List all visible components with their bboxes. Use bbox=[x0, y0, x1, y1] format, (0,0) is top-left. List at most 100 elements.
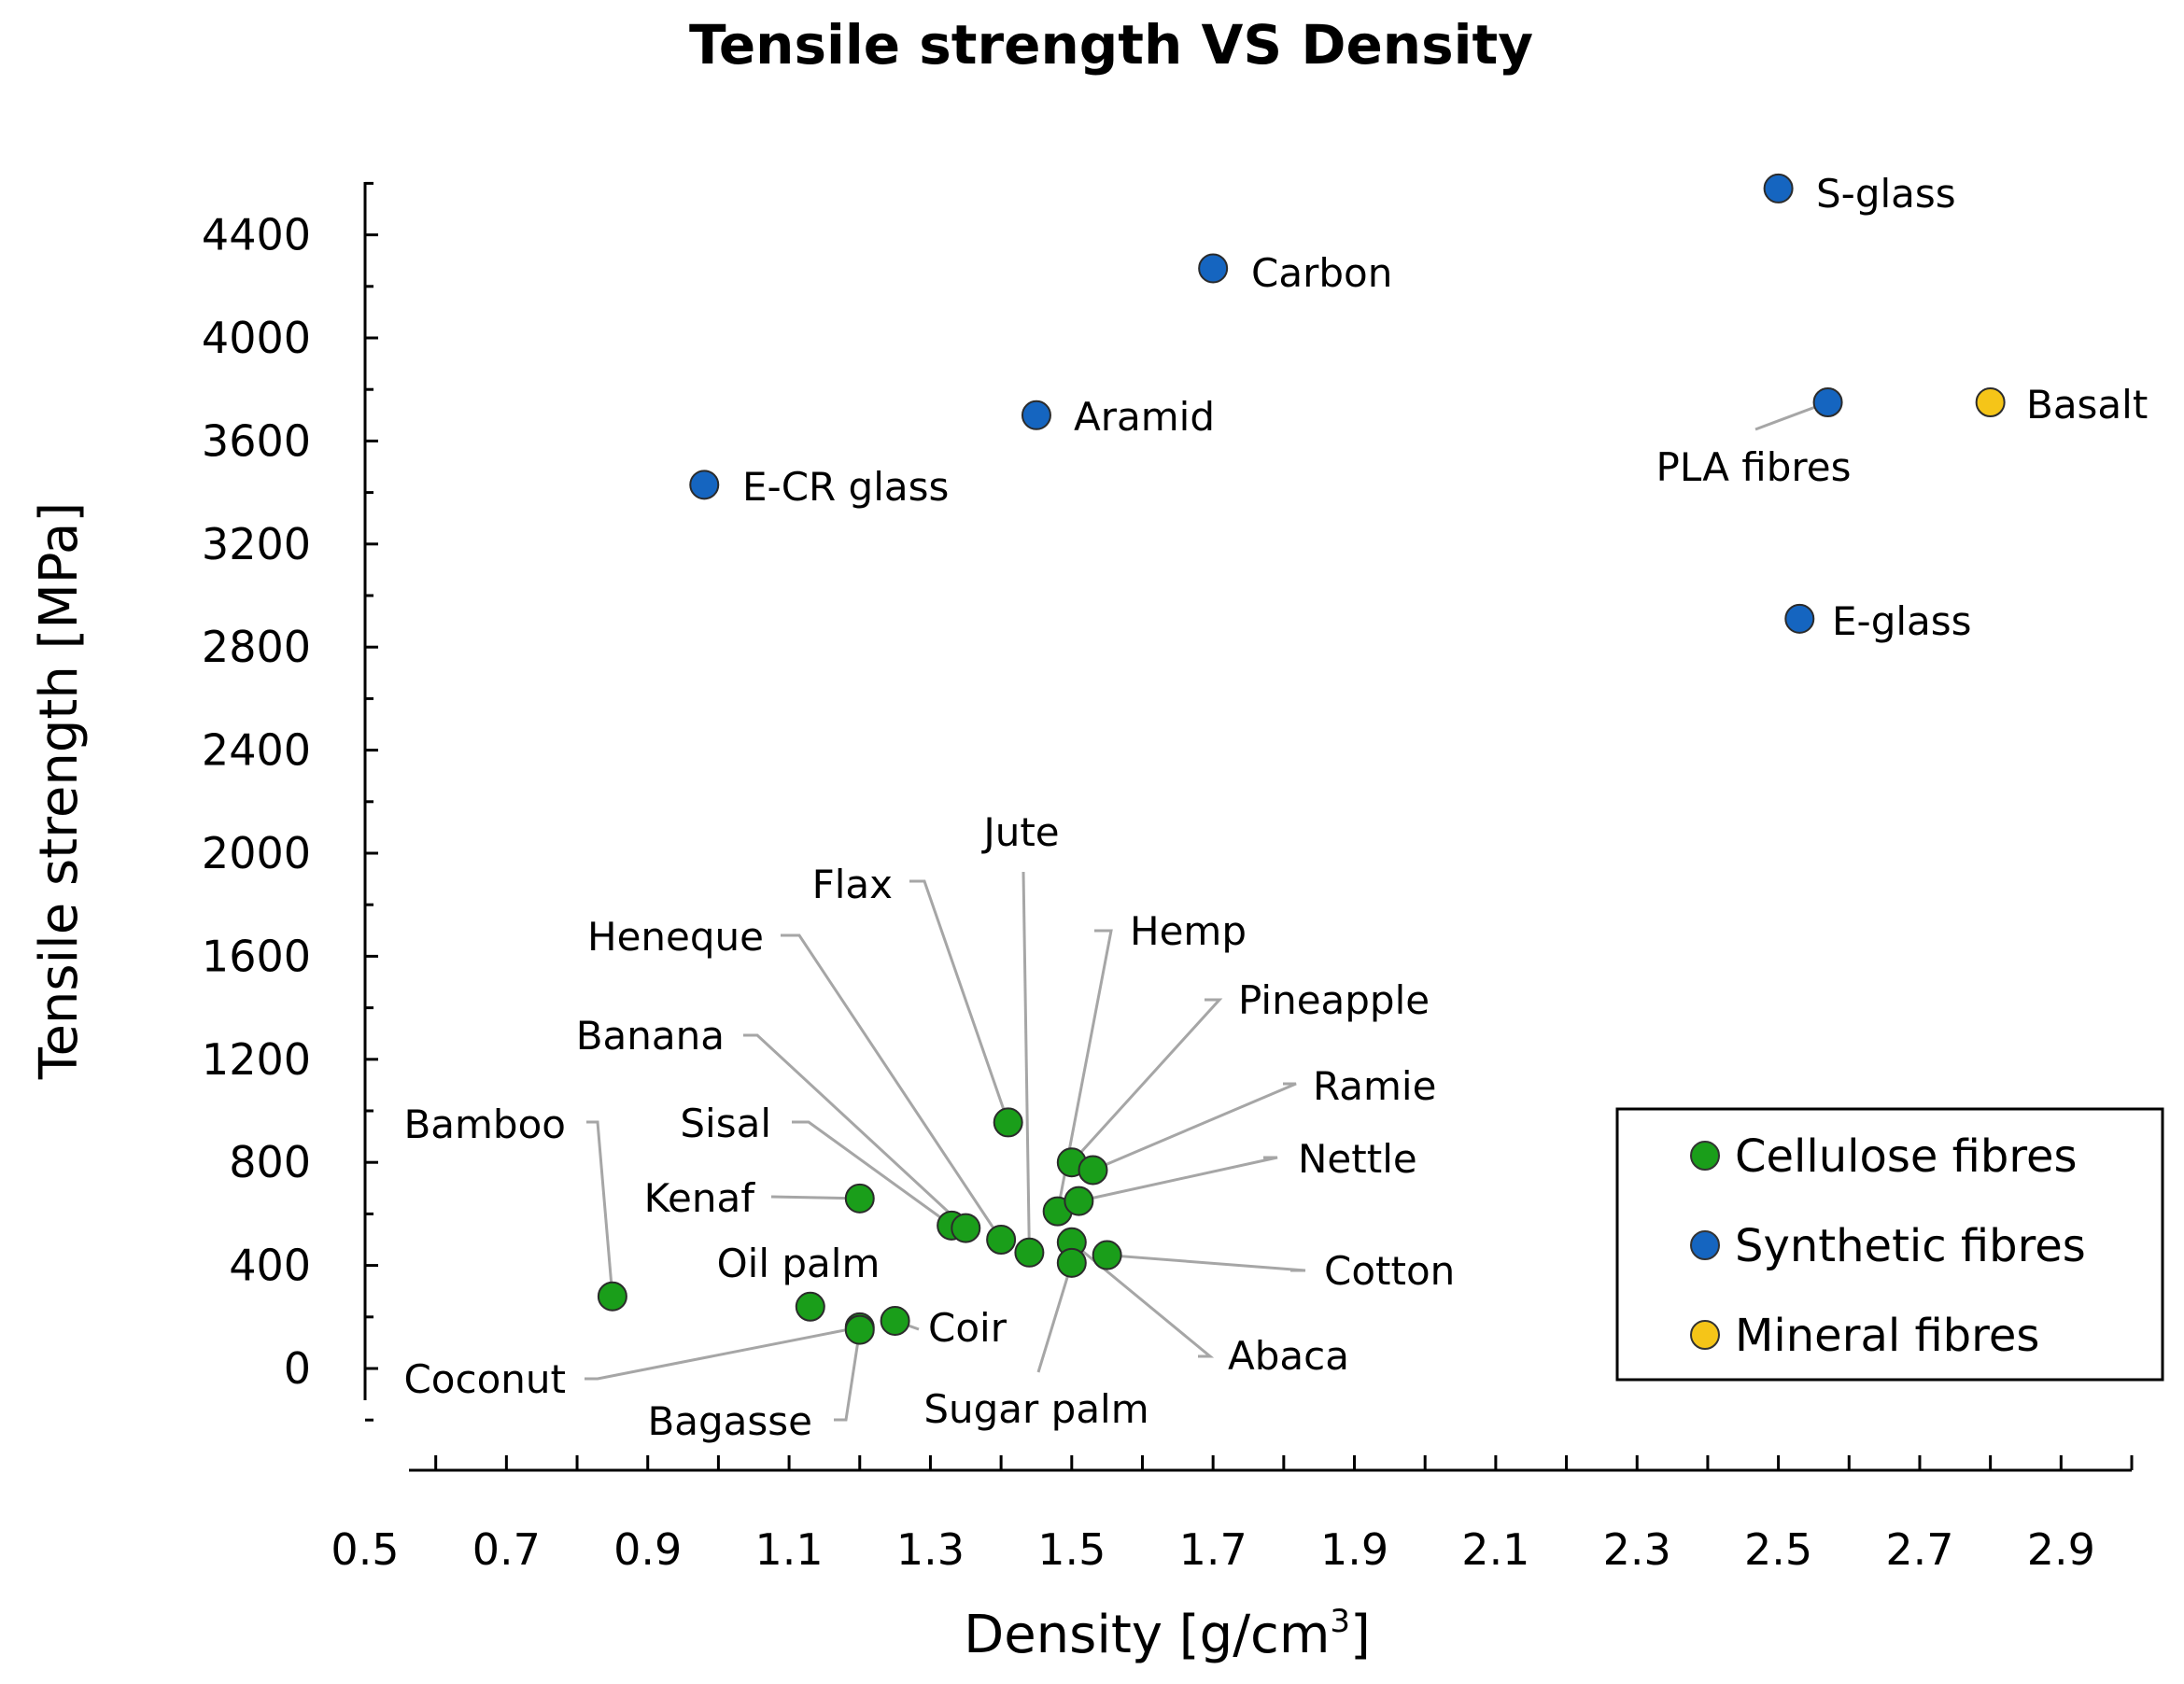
legend-marker-cellulose bbox=[1690, 1141, 1720, 1171]
leader-line-heneque bbox=[781, 933, 1003, 1241]
y-tick-label: 2000 bbox=[202, 828, 311, 878]
point-bagasse bbox=[844, 1314, 875, 1345]
y-tick-label: 2400 bbox=[202, 725, 311, 776]
legend-label-mineral: Mineral fibres bbox=[1735, 1310, 2039, 1362]
point-banana bbox=[951, 1213, 981, 1243]
y-axis-title: Tensile strength [MPa] bbox=[29, 502, 90, 1080]
point-label-jute: Jute bbox=[980, 809, 1059, 855]
x-tick-label: 2.1 bbox=[1461, 1524, 1529, 1575]
point-aramid bbox=[1021, 400, 1051, 430]
leader-line-nettle bbox=[1078, 1156, 1278, 1203]
y-tick-label: 1600 bbox=[202, 931, 311, 981]
x-tick-label: 2.3 bbox=[1603, 1524, 1671, 1575]
legend: Cellulose fibres Synthetic fibres Minera… bbox=[1615, 1107, 2164, 1382]
leader-line-hemp bbox=[1056, 929, 1113, 1212]
chart-title: Tensile strength VS Density bbox=[689, 13, 1533, 77]
point-label-e-cr-glass: E-CR glass bbox=[742, 464, 949, 510]
point-oil-palm bbox=[795, 1291, 825, 1322]
point-carbon bbox=[1198, 253, 1229, 284]
leader-line-flax bbox=[909, 879, 1010, 1123]
leader-line-sisal bbox=[792, 1120, 953, 1228]
point-label-nettle: Nettle bbox=[1298, 1136, 1417, 1182]
point-kenaf bbox=[844, 1183, 875, 1214]
y-tick-label: 400 bbox=[229, 1241, 311, 1291]
leader-line-bamboo bbox=[586, 1120, 614, 1297]
x-tick-label: 0.5 bbox=[331, 1524, 399, 1575]
y-tick-label: 3600 bbox=[202, 415, 311, 466]
point-label-coconut: Coconut bbox=[403, 1356, 566, 1402]
x-tick-label: 2.5 bbox=[1744, 1524, 1812, 1575]
point-label-banana: Banana bbox=[576, 1013, 725, 1059]
y-tick-label: 0 bbox=[284, 1343, 311, 1394]
x-tick-label: 2.9 bbox=[2027, 1524, 2095, 1575]
leader-line-cotton bbox=[1106, 1254, 1306, 1272]
point-heneque bbox=[986, 1225, 1017, 1255]
y-tick-label: 2800 bbox=[202, 622, 311, 672]
point-label-basalt: Basalt bbox=[2026, 382, 2148, 428]
point-label-flax: Flax bbox=[812, 862, 893, 907]
point-s-glass bbox=[1763, 173, 1794, 203]
x-axis: 0.5 0.7 0.9 1.1 1.3 1.5 1.7 1.9 2.1 2.3 2.5 2.7 2.9 bbox=[331, 1455, 2134, 1575]
y-axis: 0 400 800 1200 1600 2000 2400 2800 3200 3600 4000 4… bbox=[202, 181, 378, 1422]
point-label-kenaf: Kenaf bbox=[644, 1175, 756, 1221]
point-label-sisal: Sisal bbox=[680, 1101, 771, 1146]
point-label-ramie: Ramie bbox=[1313, 1063, 1436, 1109]
x-tick-label: 1.9 bbox=[1320, 1524, 1388, 1575]
point-label-hemp: Hemp bbox=[1130, 908, 1247, 954]
x-tick-label: 0.7 bbox=[472, 1524, 541, 1575]
x-tick-label: 1.1 bbox=[755, 1524, 824, 1575]
y-tick-label: 1200 bbox=[202, 1034, 311, 1085]
point-label-e-glass: E-glass bbox=[1832, 598, 1972, 644]
point-e-glass bbox=[1784, 603, 1815, 634]
x-tick-label: 1.5 bbox=[1037, 1524, 1106, 1575]
point-e-cr-glass bbox=[689, 470, 720, 500]
legend-label-cellulose: Cellulose fibres bbox=[1735, 1130, 2078, 1183]
point-ramie bbox=[1078, 1155, 1108, 1186]
data-points bbox=[597, 173, 2006, 1345]
leader-line-sugar-palm bbox=[1036, 1262, 1074, 1373]
superscript-3: 3 bbox=[1330, 1603, 1350, 1640]
point-label-pla-fibres: PLA fibres bbox=[1656, 444, 1852, 490]
point-label-bagasse: Bagasse bbox=[647, 1398, 812, 1444]
x-tick-label: 0.9 bbox=[613, 1524, 682, 1575]
legend-marker-mineral bbox=[1690, 1320, 1720, 1350]
y-tick-label: 3200 bbox=[202, 519, 311, 569]
leader-line-ramie bbox=[1092, 1082, 1297, 1172]
leader-line-abaca bbox=[1070, 1241, 1215, 1358]
point-label-sugar-palm: Sugar palm bbox=[923, 1386, 1148, 1432]
point-label-s-glass: S-glass bbox=[1816, 171, 1956, 217]
x-axis-title: Density [g/cm3] bbox=[964, 1603, 1371, 1665]
y-tick-label: 800 bbox=[229, 1137, 311, 1187]
point-label-cotton: Cotton bbox=[1324, 1248, 1455, 1294]
x-tick-label: 1.3 bbox=[896, 1524, 965, 1575]
y-tick-label: 4400 bbox=[202, 210, 311, 260]
point-labels: Bamboo Oil palm Coconut Bagasse Coir Kenaf Sis… bbox=[403, 171, 2148, 1444]
leader-line-bagasse bbox=[834, 1329, 862, 1422]
point-label-oil-palm: Oil palm bbox=[717, 1241, 881, 1286]
point-label-bamboo: Bamboo bbox=[403, 1102, 566, 1147]
y-tick-label: 4000 bbox=[202, 313, 311, 363]
x-tick-label: 1.7 bbox=[1179, 1524, 1247, 1575]
point-flax bbox=[993, 1107, 1023, 1138]
point-nettle bbox=[1064, 1186, 1094, 1216]
point-label-carbon: Carbon bbox=[1251, 250, 1392, 296]
leader-line-coconut bbox=[585, 1326, 861, 1381]
point-label-abaca: Abaca bbox=[1228, 1333, 1349, 1379]
point-pla-fibres bbox=[1812, 387, 1843, 417]
point-label-heneque: Heneque bbox=[587, 914, 764, 960]
x-tick-label: 2.7 bbox=[1885, 1524, 1953, 1575]
point-label-coir: Coir bbox=[928, 1305, 1007, 1351]
point-coir bbox=[880, 1305, 910, 1336]
point-label-aramid: Aramid bbox=[1074, 394, 1215, 440]
point-bamboo bbox=[597, 1281, 627, 1312]
leader-line-jute bbox=[1022, 871, 1031, 1253]
point-cotton bbox=[1092, 1240, 1122, 1270]
leader-line-banana bbox=[743, 1033, 967, 1229]
point-basalt bbox=[1975, 387, 2006, 417]
leader-line-pineapple bbox=[1070, 998, 1223, 1164]
legend-label-synthetic: Synthetic fibres bbox=[1735, 1220, 2086, 1272]
point-label-pineapple: Pineapple bbox=[1238, 977, 1430, 1023]
legend-marker-synthetic bbox=[1690, 1230, 1720, 1260]
point-jute bbox=[1014, 1237, 1045, 1268]
